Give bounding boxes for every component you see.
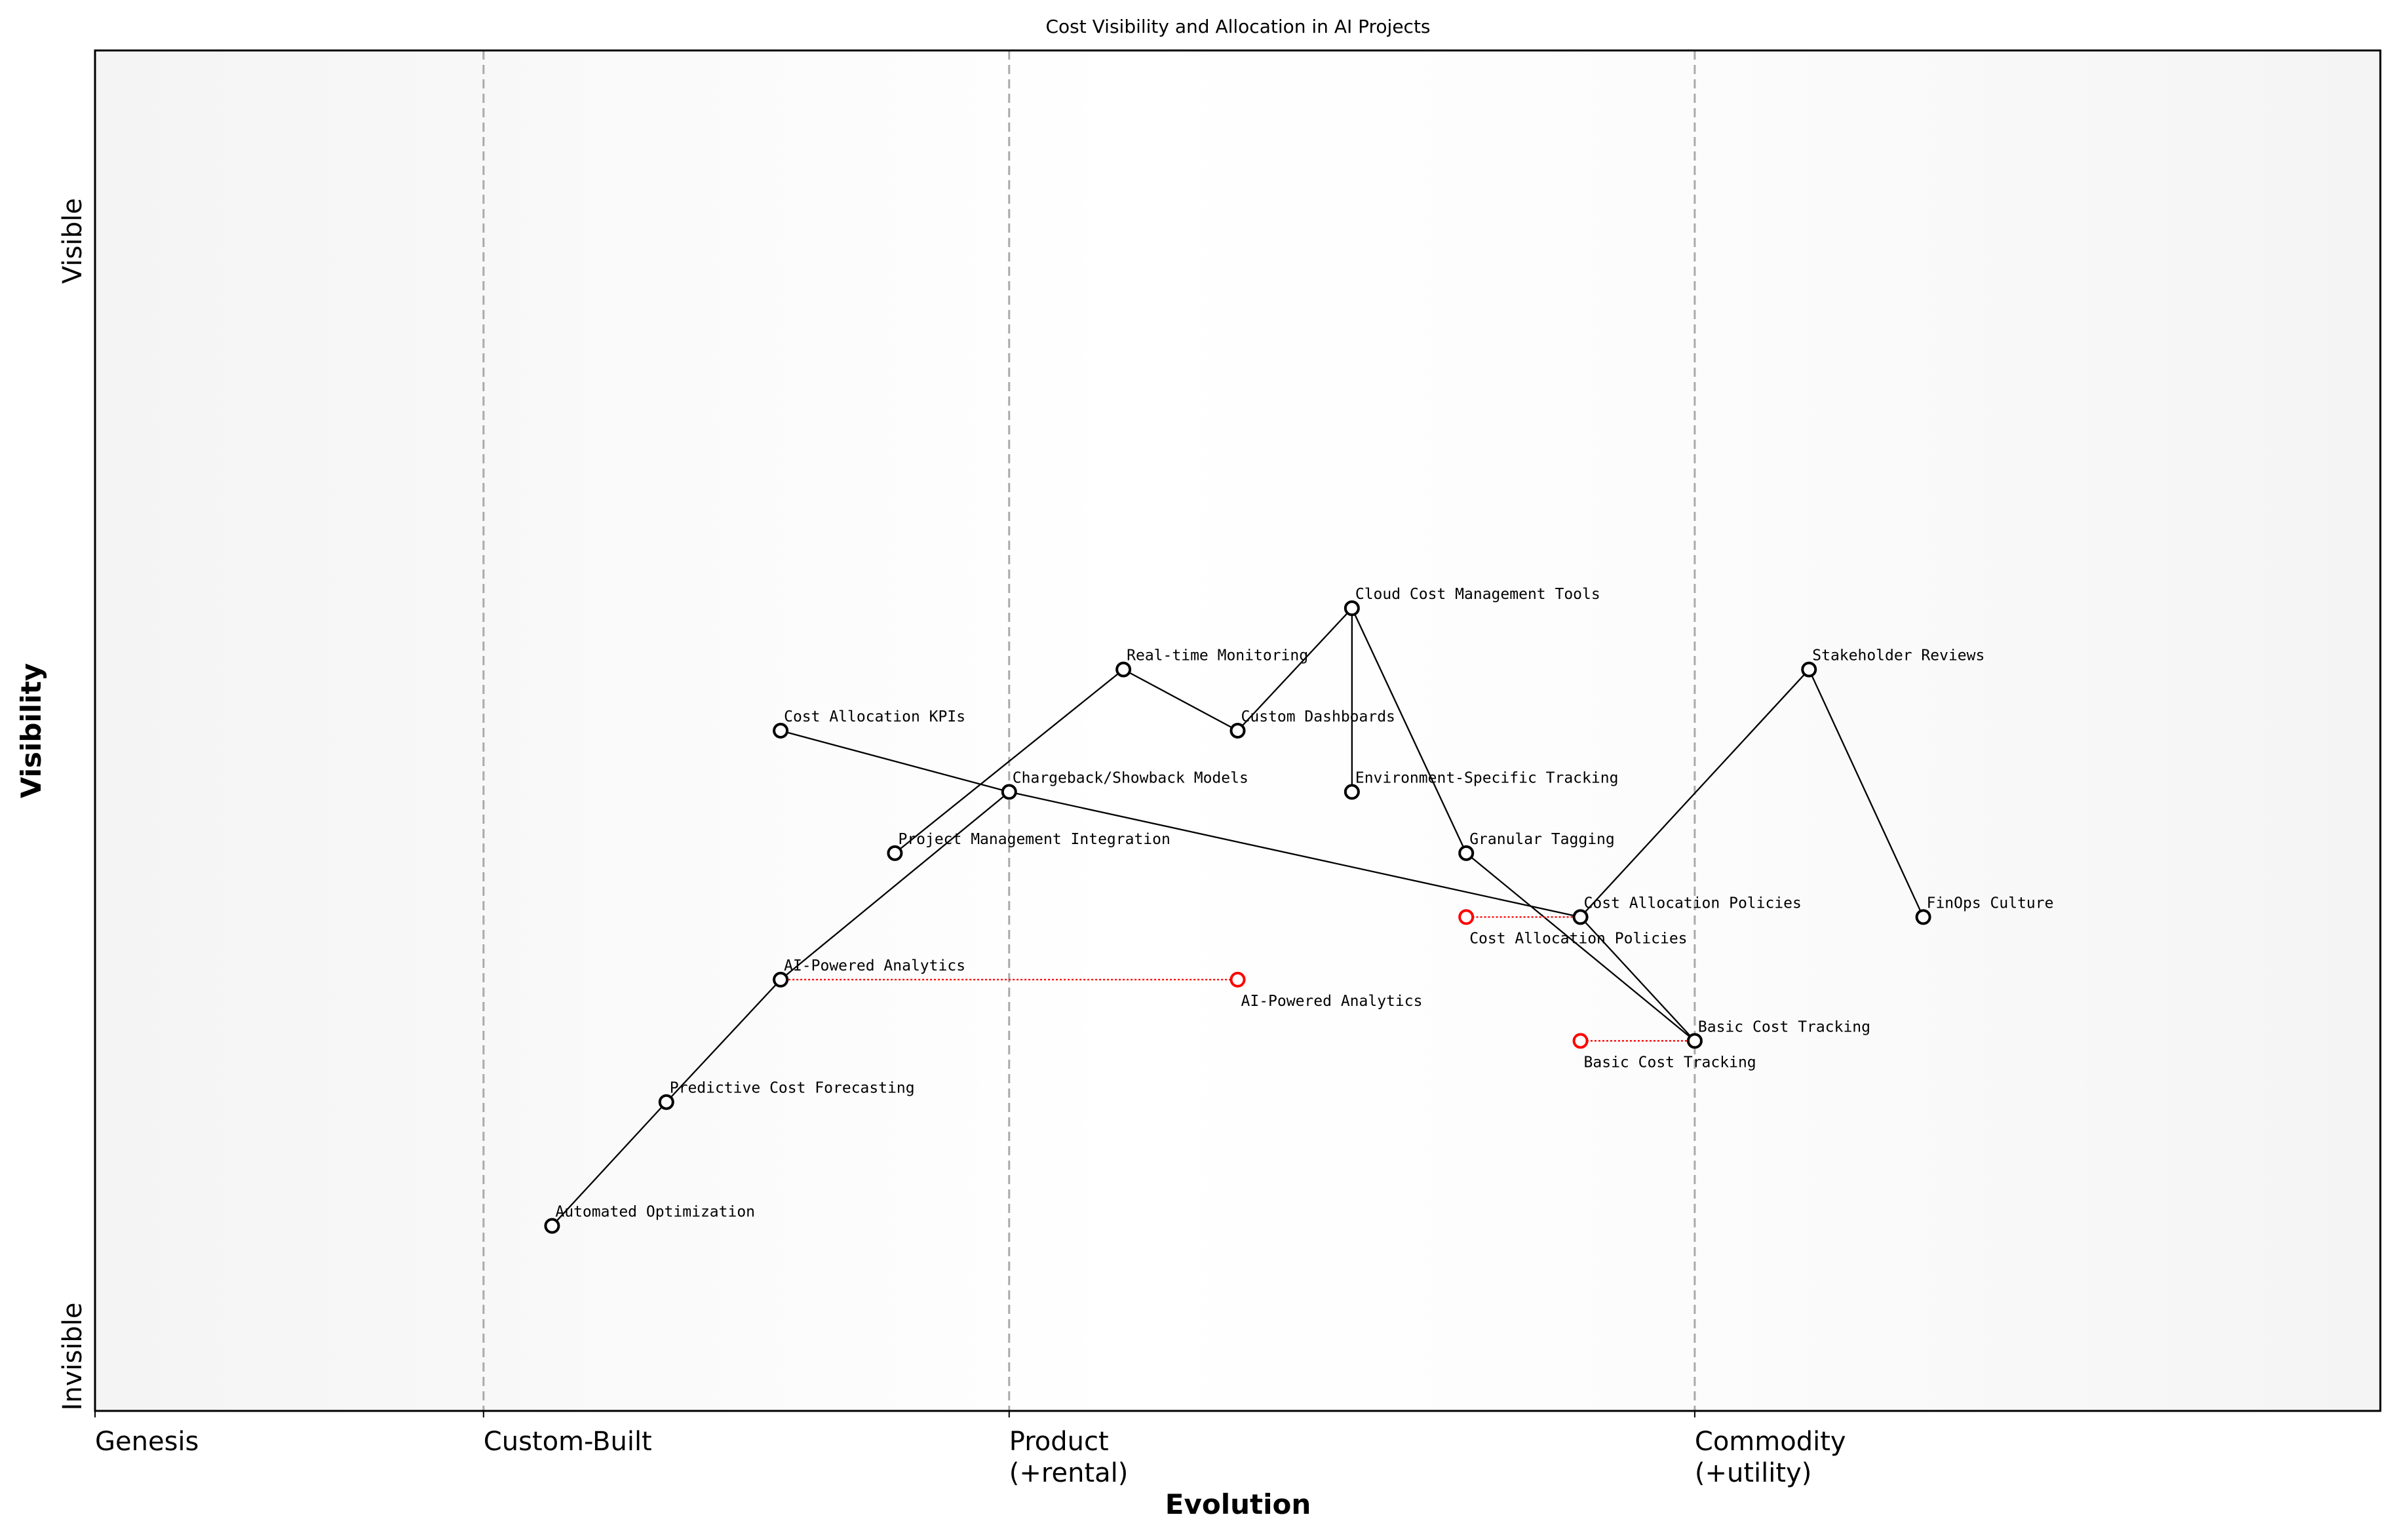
- dependency-link: [780, 729, 1010, 793]
- dependency-link: [894, 668, 1124, 854]
- dependency-link: [1808, 669, 1924, 917]
- component-label: Real-time Monitoring: [1127, 647, 1308, 664]
- component-label: FinOps Culture: [1927, 895, 2054, 912]
- dependency-link: [1237, 607, 1353, 731]
- component-node[interactable]: [1801, 661, 1817, 678]
- component-label: Cost Allocation Policies: [1584, 895, 1802, 912]
- component-node[interactable]: [1344, 600, 1360, 617]
- component-node[interactable]: [658, 1094, 674, 1110]
- component-node[interactable]: [1915, 909, 1931, 925]
- component-label: Automated Optimization: [555, 1204, 755, 1221]
- dependency-link: [1123, 668, 1239, 732]
- component-node[interactable]: [773, 723, 789, 739]
- component-label: Granular Tagging: [1469, 831, 1615, 848]
- movement-label: Basic Cost Tracking: [1584, 1054, 1756, 1071]
- component-node[interactable]: [887, 845, 903, 861]
- x-axis-ticks: Genesis Custom-Built Product(+rental) Commo…: [94, 1411, 1846, 1488]
- evolution-movements: AI-Powered Analytics Cost Allocation Poli…: [781, 909, 1756, 1071]
- dependency-link: [780, 791, 1010, 980]
- component-node[interactable]: [773, 971, 789, 988]
- component-label: Environment-Specific Tracking: [1355, 769, 1619, 786]
- movement-label: Cost Allocation Policies: [1469, 930, 1687, 947]
- movement-marker[interactable]: [1572, 1033, 1589, 1049]
- component-label: Chargeback/Showback Models: [1013, 769, 1248, 786]
- component-node[interactable]: [1572, 909, 1589, 925]
- component-label: Cost Allocation KPIs: [784, 708, 965, 725]
- y-axis-ticks: Visible Invisible: [58, 198, 88, 1410]
- movement-marker[interactable]: [1458, 909, 1475, 925]
- y-tick-label: Invisible: [58, 1302, 88, 1410]
- component-node[interactable]: [544, 1218, 560, 1234]
- movement-label: AI-Powered Analytics: [1241, 993, 1423, 1010]
- dependency-link: [1009, 791, 1581, 918]
- dependency-link: [1351, 607, 1467, 854]
- component-node[interactable]: [1115, 661, 1132, 678]
- x-tick-label: Product: [1009, 1427, 1109, 1457]
- component-label: Project Management Integration: [898, 831, 1170, 848]
- dependency-link: [665, 979, 781, 1103]
- component-node[interactable]: [1458, 845, 1475, 861]
- dependency-link: [1579, 668, 1810, 918]
- component-node[interactable]: [1344, 784, 1360, 800]
- x-tick-label: Genesis: [95, 1427, 199, 1457]
- component-label: Cloud Cost Management Tools: [1355, 586, 1600, 603]
- x-tick-label: (+rental): [1009, 1458, 1129, 1488]
- component-node[interactable]: [1229, 723, 1246, 739]
- component-label: Predictive Cost Forecasting: [670, 1080, 915, 1097]
- x-axis-label: Evolution: [1165, 1488, 1311, 1520]
- dependency-links: [551, 607, 1924, 1227]
- y-axis-label: Visibility: [15, 663, 47, 798]
- dependency-link: [1579, 916, 1695, 1042]
- component-label: Custom Dashboards: [1241, 708, 1395, 725]
- component-label: Basic Cost Tracking: [1698, 1018, 1870, 1035]
- chart-title: Cost Visibility and Allocation in AI Pro…: [1045, 16, 1430, 37]
- component-node[interactable]: [1001, 784, 1017, 800]
- x-tick-label: (+utility): [1695, 1458, 1811, 1488]
- movement-marker[interactable]: [1229, 971, 1246, 988]
- plot-frame: [94, 49, 2382, 1412]
- component-label: Stakeholder Reviews: [1812, 647, 1984, 664]
- dependency-link: [551, 1101, 667, 1227]
- stage-dividers: [482, 50, 1696, 1411]
- component-node[interactable]: [1686, 1033, 1703, 1049]
- x-tick-label: Commodity: [1695, 1427, 1846, 1457]
- components: Cloud Cost Management Tools Real-time Mon…: [544, 586, 2054, 1234]
- y-tick-label: Visible: [58, 198, 88, 284]
- component-label: AI-Powered Analytics: [784, 957, 965, 974]
- dependency-link: [1465, 852, 1695, 1042]
- x-tick-label: Custom-Built: [484, 1427, 652, 1457]
